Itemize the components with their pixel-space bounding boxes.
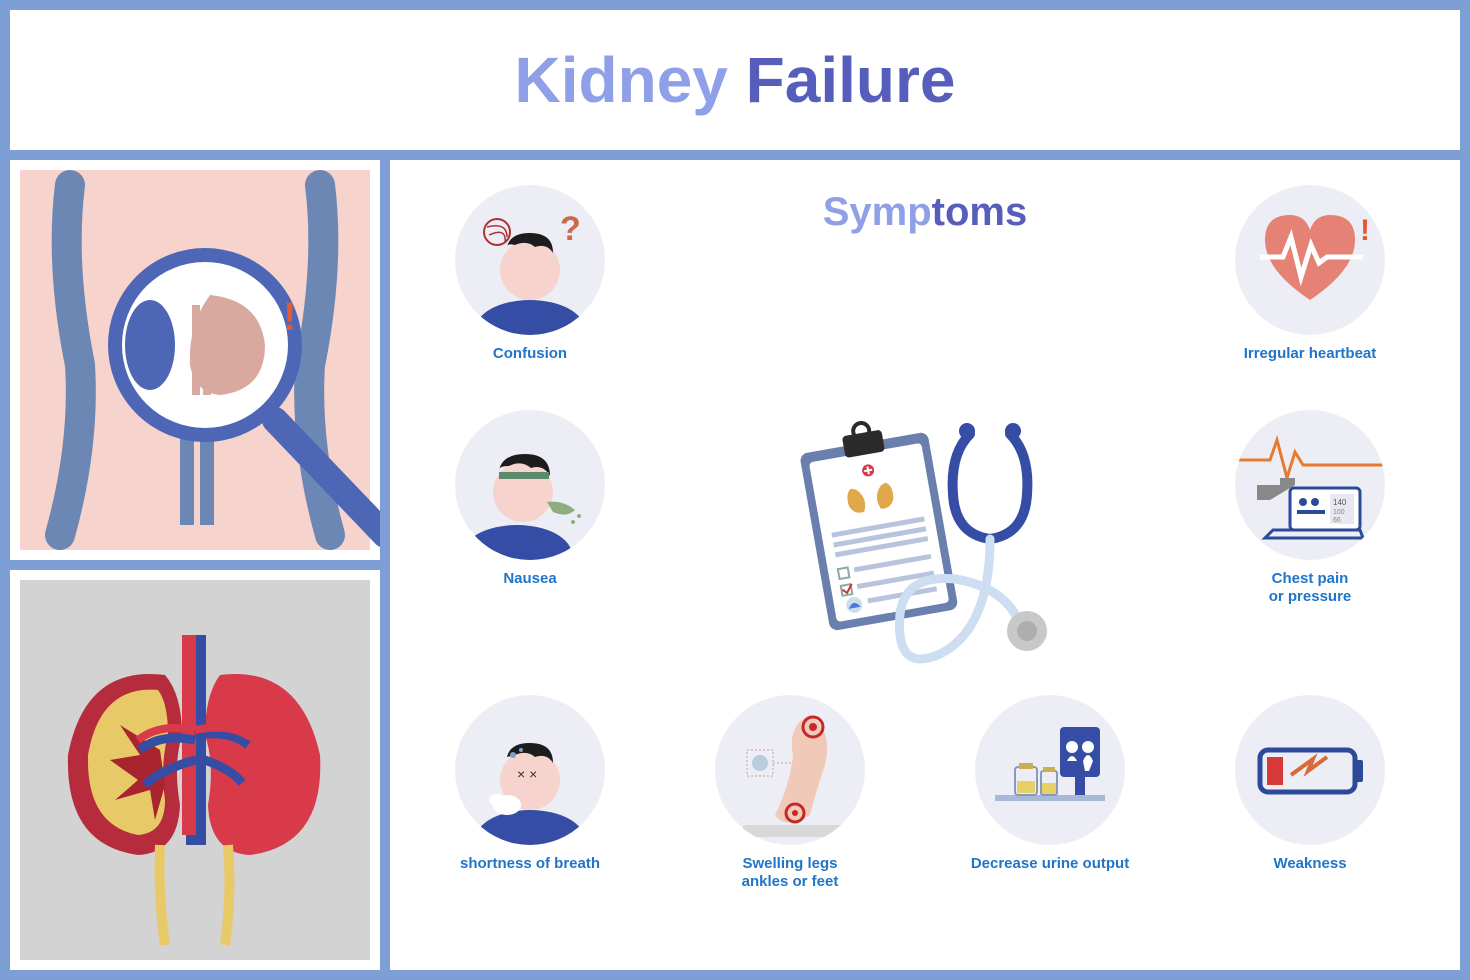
title-word-2: Failure — [746, 44, 956, 116]
swelling-icon — [715, 695, 865, 845]
svg-text:100: 100 — [1333, 509, 1345, 516]
weakness-icon — [1235, 695, 1385, 845]
symptom-label: Swelling legs ankles or feet — [742, 855, 839, 891]
heartbeat-icon: ! — [1235, 185, 1385, 335]
symptom-label: Confusion — [493, 345, 567, 363]
kidney-panel — [10, 570, 380, 970]
title-bar: Kidney Failure — [10, 10, 1460, 150]
symptom-heartbeat: ! Irregular heartbeat — [1225, 185, 1395, 363]
confusion-icon: ? — [455, 185, 605, 335]
symptom-confusion: ? Confusion — [445, 185, 615, 363]
symptom-nausea: Nausea — [445, 410, 615, 588]
infographic-frame: Kidney Failure ! Symptoms — [0, 0, 1470, 980]
symptom-label: Irregular heartbeat — [1244, 345, 1377, 363]
symptoms-panel: Symptoms ? Confusion — [390, 160, 1460, 970]
svg-text:!: ! — [283, 295, 296, 339]
chest-icon: 140 100 66 — [1235, 410, 1385, 560]
symptom-label: shortness of breath — [460, 855, 600, 873]
page-title: Kidney Failure — [515, 43, 956, 117]
svg-text:?: ? — [560, 210, 581, 248]
torso-panel: ! — [10, 160, 380, 560]
svg-text:!: ! — [1360, 214, 1370, 247]
symptom-label: Decrease urine output — [971, 855, 1129, 873]
symptom-label: Nausea — [503, 570, 556, 588]
nausea-icon — [455, 410, 605, 560]
symptom-label: Weakness — [1273, 855, 1346, 873]
symptom-label: Chest pain or pressure — [1269, 570, 1352, 606]
urine-icon — [975, 695, 1125, 845]
section-title: Symptoms — [823, 190, 1028, 235]
breath-icon: × × — [455, 695, 605, 845]
svg-text:140: 140 — [1333, 498, 1347, 507]
svg-text:× ×: × × — [517, 766, 537, 782]
svg-text:66: 66 — [1333, 517, 1341, 524]
symptom-swelling: Swelling legs ankles or feet — [705, 695, 875, 891]
symptom-urine: Decrease urine output — [965, 695, 1135, 873]
symptom-weakness: Weakness — [1225, 695, 1395, 873]
symptom-breath: × × shortness of breath — [445, 695, 615, 873]
clipboard-stethoscope-icon — [765, 399, 1085, 699]
title-word-1: Kidney — [515, 44, 728, 116]
symptom-chest: 140 100 66 Chest pain or pressure — [1225, 410, 1395, 606]
